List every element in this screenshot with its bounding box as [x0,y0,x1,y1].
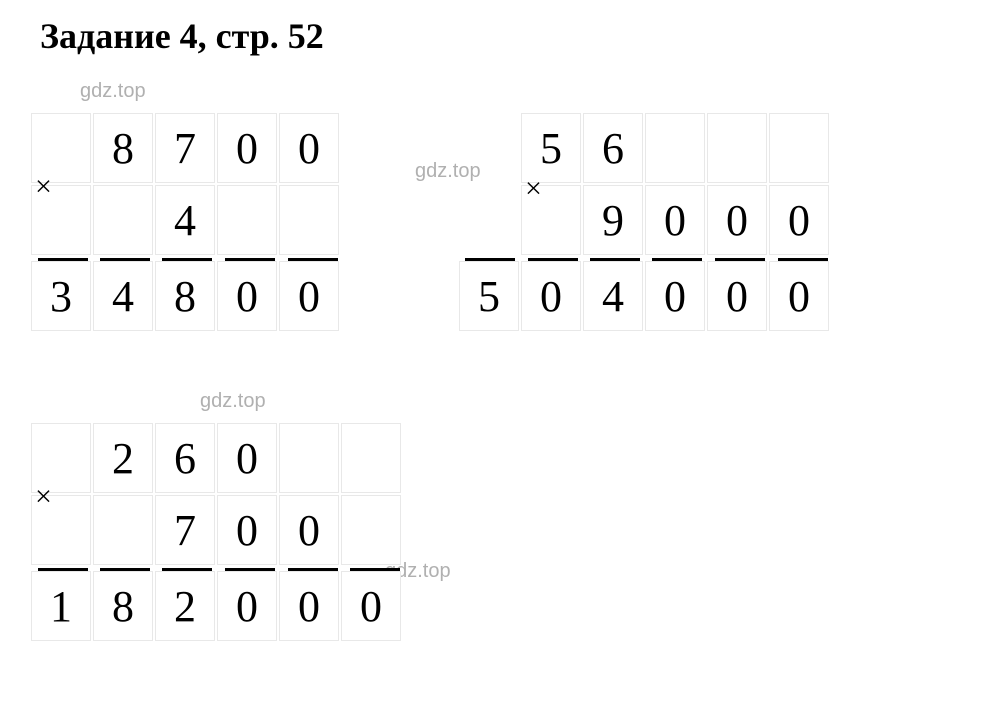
multiplication-problem-2: × 5 6 9 0 0 0 5 0 4 0 0 0 [520,112,830,332]
watermark-3: gdz.top [200,390,266,413]
underline [590,258,640,261]
cell: 0 [217,261,277,331]
cell [279,185,339,255]
cell: 0 [341,571,401,641]
cell [645,113,705,183]
underline [288,258,338,261]
cell: 7 [155,495,215,565]
underline [778,258,828,261]
cell: 0 [645,185,705,255]
mult-sign-icon: × [525,172,542,206]
underline [38,568,88,571]
underline [162,568,212,571]
underline [162,258,212,261]
multiplication-problem-3: × 2 6 0 7 0 0 1 8 2 0 0 0 [30,422,402,642]
underline [100,258,150,261]
cell: 8 [93,113,153,183]
underline [715,258,765,261]
cell: 0 [279,571,339,641]
cell: 0 [279,113,339,183]
cell: 0 [217,113,277,183]
cell [217,185,277,255]
cell: 0 [769,261,829,331]
cell: 0 [521,261,581,331]
cell: 0 [217,423,277,493]
table-row: 5 6 [520,112,830,184]
table-row: 9 0 0 0 [520,184,830,256]
cell [93,185,153,255]
cell: 0 [645,261,705,331]
problems-container: × 8 7 0 0 4 3 4 8 0 0 × 5 [30,112,957,642]
watermark-1: gdz.top [80,80,146,103]
underline [38,258,88,261]
table-row: 4 [30,184,340,256]
cell: 5 [459,261,519,331]
cell [341,495,401,565]
cell: 8 [155,261,215,331]
multiplication-problem-1: × 8 7 0 0 4 3 4 8 0 0 [30,112,340,332]
underline [652,258,702,261]
underline [225,568,275,571]
cell: 0 [217,495,277,565]
table-row: 5 0 4 0 0 0 [458,260,830,332]
cell: 1 [31,571,91,641]
mult-sign-icon: × [35,170,52,204]
cell: 0 [707,261,767,331]
watermark-2: gdz.top [415,160,481,183]
underline [100,568,150,571]
underline [528,258,578,261]
cell: 8 [93,571,153,641]
cell: 0 [279,495,339,565]
cell: 4 [155,185,215,255]
table-row: 2 6 0 [30,422,402,494]
table-row: 1 8 2 0 0 0 [30,570,402,642]
underline [288,568,338,571]
page-title: Задание 4, стр. 52 [40,15,957,57]
cell [769,113,829,183]
cell: 0 [279,261,339,331]
table-row: 7 0 0 [30,494,402,566]
cell: 9 [583,185,643,255]
cell: 4 [583,261,643,331]
cell: 4 [93,261,153,331]
table-row: 3 4 8 0 0 [30,260,340,332]
cell: 0 [769,185,829,255]
cell: 2 [155,571,215,641]
cell [707,113,767,183]
cell: 0 [707,185,767,255]
cell [279,423,339,493]
underline [350,568,400,571]
cell: 3 [31,261,91,331]
cell [341,423,401,493]
underline [465,258,515,261]
cell [93,495,153,565]
cell: 6 [583,113,643,183]
cell: 6 [155,423,215,493]
table-row: 8 7 0 0 [30,112,340,184]
cell: 2 [93,423,153,493]
cell: 7 [155,113,215,183]
mult-sign-icon: × [35,480,52,514]
cell: 0 [217,571,277,641]
underline [225,258,275,261]
